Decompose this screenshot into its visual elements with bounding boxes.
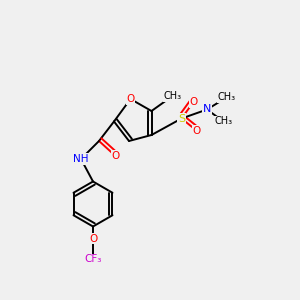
Text: NH: NH bbox=[73, 154, 89, 164]
Text: O: O bbox=[189, 97, 198, 107]
Text: O: O bbox=[192, 125, 201, 136]
Text: CH₃: CH₃ bbox=[164, 91, 181, 101]
Text: O: O bbox=[89, 233, 97, 244]
Text: CF₃: CF₃ bbox=[84, 254, 102, 265]
Text: N: N bbox=[203, 104, 211, 115]
Text: S: S bbox=[178, 113, 185, 124]
Text: O: O bbox=[111, 151, 120, 161]
Text: CH₃: CH₃ bbox=[214, 116, 232, 127]
Text: CH₃: CH₃ bbox=[218, 92, 236, 103]
Text: O: O bbox=[126, 94, 135, 104]
